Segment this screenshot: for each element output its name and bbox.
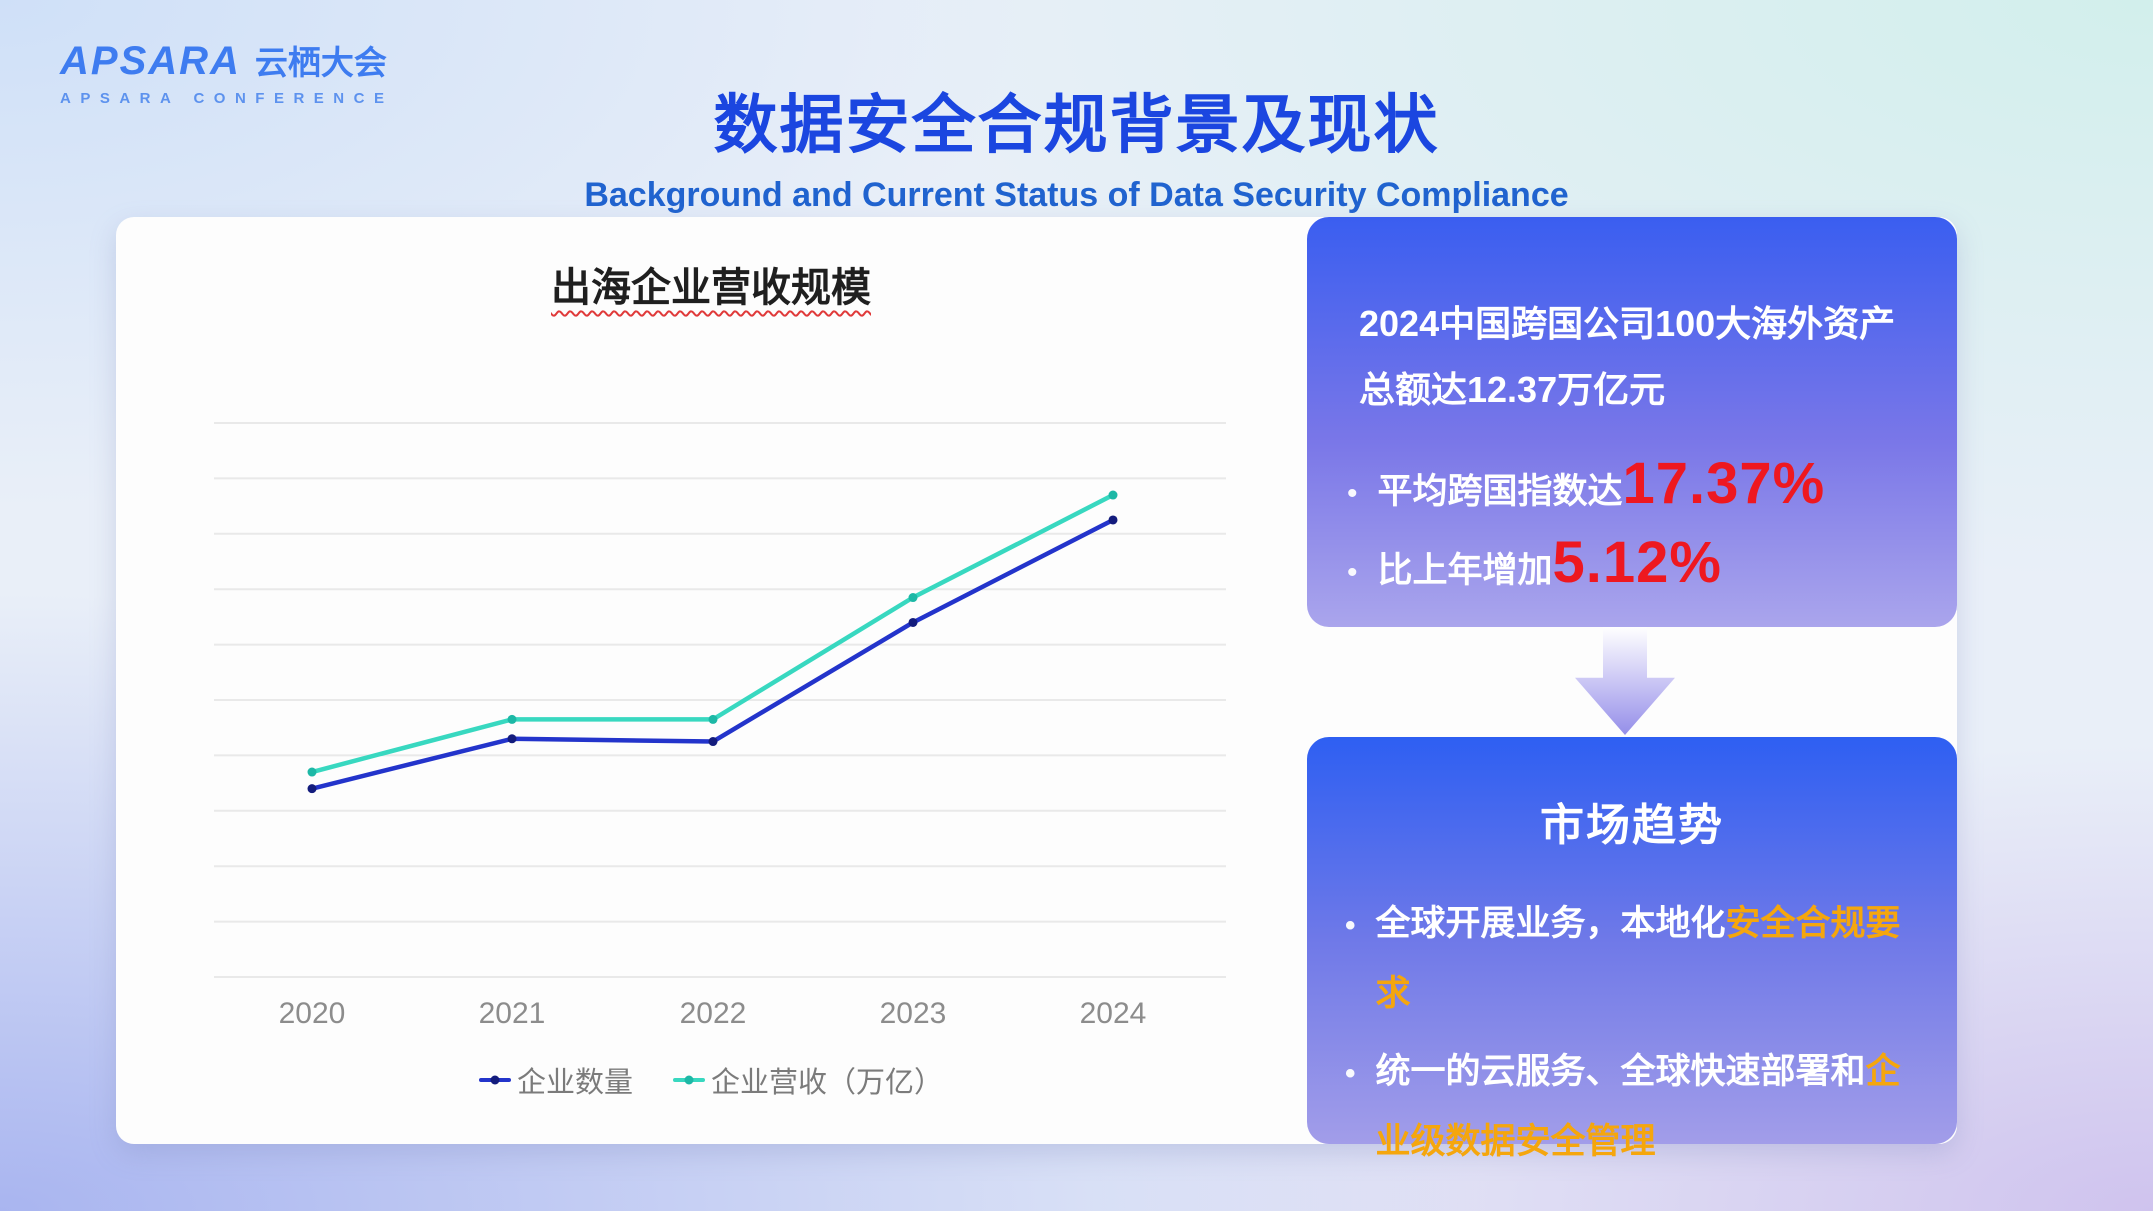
stat-value: 5.12% [1552, 530, 1722, 596]
chart-legend: 企业数量 企业营收（万亿） [116, 1059, 1306, 1101]
logo-brand-cn-text: 云栖大会 [254, 44, 387, 81]
page-title: 数据安全合规背景及现状 [713, 89, 1440, 161]
slide-header: 数据安全合规背景及现状 Background and Current Statu… [0, 74, 2153, 215]
logo-subtitle-text: APSARA CONFERENCE [60, 90, 394, 107]
logo-brand-text: APSARA [60, 39, 241, 83]
legend-label: 企业营收（万亿） [711, 1067, 944, 1099]
legend-item-revenue: 企业营收（万亿） [673, 1059, 943, 1101]
trend-row-localization: • 全球开展业务，本地化安全合规要求 [1345, 889, 1931, 1029]
overseas-assets-stats-card: 2024中国跨国公司100大海外资产总额达12.37万亿元 • 平均跨国指数达 … [1307, 217, 1957, 627]
stat-value: 17.37% [1622, 451, 1826, 517]
trend-text: 全球开展业务，本地化安全合规要求 [1375, 904, 1901, 1013]
trends-title: 市场趋势 [1540, 801, 1724, 850]
content-panel: 出海企业营收规模 2020 2021 2022 2023 2024 企业数量 企业营收（… [116, 217, 1957, 1161]
svg-text:2021: 2021 [479, 997, 546, 1030]
legend-label: 企业数量 [516, 1067, 633, 1099]
blue-line-legend-icon [478, 1075, 511, 1085]
svg-text:2023: 2023 [880, 997, 947, 1030]
bullet-dot: • [1345, 909, 1356, 942]
chart-title: 出海企业营收规模 [551, 266, 871, 310]
stats-paragraph: 2024中国跨国公司100大海外资产总额达12.37万亿元 [1359, 303, 1896, 410]
page-subtitle: Background and Current Status of Data Se… [584, 176, 1569, 214]
apsara-logo: APSARA 云栖大会 APSARA CONFERENCE [60, 36, 393, 107]
bullet-dot: • [1345, 1057, 1356, 1090]
trend-row-unified-cloud: • 统一的云服务、全球快速部署和企业级数据安全管理 [1345, 1037, 1931, 1177]
down-arrow-icon [1575, 627, 1675, 735]
teal-line-legend-icon [673, 1075, 705, 1085]
bullet-dot: • [1347, 477, 1358, 511]
revenue-chart-svg: 2020 2021 2022 2023 2024 [214, 422, 1226, 1030]
svg-text:2020: 2020 [279, 997, 346, 1030]
market-trends-card: 市场趋势 • 全球开展业务，本地化安全合规要求 • 统一的云服务、全球快速部署和… [1307, 737, 1957, 1161]
legend-item-companies: 企业数量 [478, 1059, 633, 1101]
svg-text:2022: 2022 [680, 997, 747, 1030]
trend-text: 统一的云服务、全球快速部署和企业级数据安全管理 [1375, 1052, 1901, 1161]
svg-text:2024: 2024 [1080, 997, 1147, 1030]
stat-row-transnational-index: • 平均跨国指数达 17.37% [1347, 450, 1957, 517]
stat-label: 比上年增加 [1377, 551, 1553, 591]
revenue-chart: 出海企业营收规模 2020 2021 2022 2023 2024 企业数量 企业营收（… [116, 217, 1306, 1144]
bullet-dot: • [1347, 556, 1358, 590]
stat-row-yoy-increase: • 比上年增加 5.12% [1347, 529, 1957, 596]
stat-label: 平均跨国指数达 [1377, 472, 1623, 512]
